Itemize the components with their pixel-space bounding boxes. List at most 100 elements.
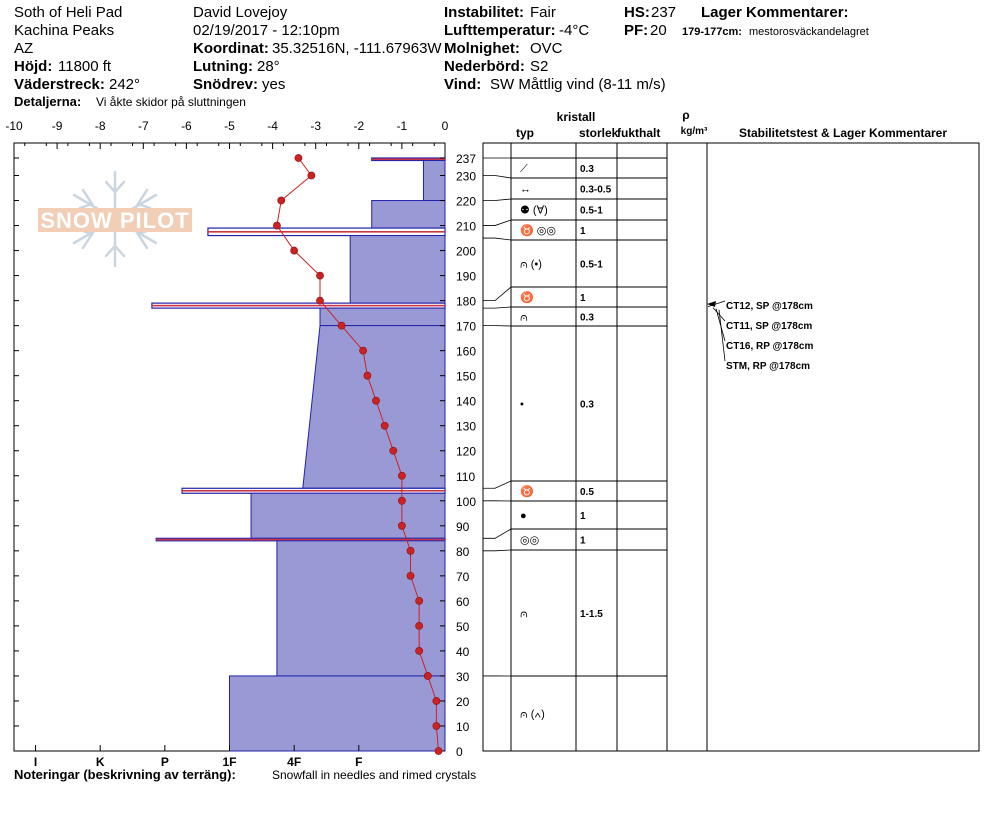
y-tick-label: 80 — [456, 545, 470, 559]
temperature-point — [423, 672, 432, 680]
coord-label: Koordinat: — [193, 40, 269, 57]
temperature-point — [307, 171, 316, 180]
elevation-label: Höjd: — [14, 58, 52, 75]
details: Vi åkte skidor på sluttningen — [96, 95, 246, 109]
grain-type: ◎◎ — [520, 535, 539, 547]
details-label: Detaljerna: — [14, 94, 81, 109]
location: Soth of Heli Pad — [14, 4, 122, 21]
hs: 237 — [651, 4, 676, 21]
state: AZ — [14, 40, 33, 57]
y-tick-label: 190 — [456, 270, 476, 284]
wind: SW Måttlig vind (8-11 m/s) — [490, 76, 666, 93]
grain-type: ⩀ — [520, 608, 528, 620]
stability: Fair — [530, 4, 556, 21]
profile-chart: -10 -9 -8 -7 -6 -5 -4 -3 -2 -1 0I K P 1F 4F F0102030405… — [5, 119, 476, 769]
hardness-layer-line — [182, 489, 445, 492]
x-tick-label: -8 — [95, 119, 106, 133]
hardness-layer — [371, 200, 446, 229]
temperature-point — [380, 421, 389, 430]
temperature-point — [415, 621, 424, 630]
grain-size: 1 — [580, 226, 586, 237]
grain-type: ⩀ (•) — [520, 259, 542, 271]
y-tick-label: 200 — [456, 245, 476, 259]
layer-comment-range: 179-177cm: — [682, 26, 742, 38]
grain-size: 1 — [580, 511, 586, 522]
hardness-label: F — [355, 755, 362, 769]
wind-label: Vind: — [444, 76, 481, 93]
temperature-point — [432, 722, 441, 730]
x-tick-label: -10 — [5, 119, 23, 133]
hardness-label: K — [96, 755, 105, 769]
slope-label: Lutning: — [193, 58, 253, 75]
x-tick-label: -2 — [353, 119, 364, 133]
temperature-point — [406, 546, 415, 555]
stability-test: STM, RP @178cm — [726, 361, 810, 372]
x-tick-label: -3 — [310, 119, 321, 133]
x-tick-label: -7 — [138, 119, 149, 133]
grain-type: ⚉ (∀) — [520, 205, 548, 217]
grain-type: ⟋ — [520, 163, 528, 175]
temperature-point — [294, 154, 303, 162]
layer-comment-text: mestorosväckandelagret — [749, 26, 869, 38]
grain-type: ♉ — [520, 291, 534, 304]
observer: David Lovejoy — [193, 4, 288, 21]
density-unit: kg/m³ — [681, 126, 708, 137]
y-tick-label: 90 — [456, 520, 470, 534]
logo-text: SNOW PILOT — [40, 208, 189, 233]
layer-connector — [483, 286, 512, 302]
airtemp-label: Lufttemperatur: — [444, 22, 556, 39]
blowing-label: Snödrev: — [193, 76, 258, 93]
hardness-layer-line — [151, 304, 446, 307]
table-frame — [482, 142, 980, 752]
layer-connector — [483, 306, 512, 309]
y-tick-label: 70 — [456, 570, 470, 584]
y-tick-label: 100 — [456, 495, 476, 509]
grain-size: 0.5-1 — [580, 206, 603, 217]
y-tick-label: 210 — [456, 220, 476, 234]
y-tick-label: 180 — [456, 295, 476, 309]
stability-test: CT16, RP @178cm — [726, 341, 813, 352]
sky-label: Molnighet: — [444, 40, 520, 57]
stability-test: CT12, SP @178cm — [726, 301, 813, 312]
temperature-point — [273, 221, 281, 230]
layer-table: ⟋ 0.3 ↔ 0.3-0.5 ⚉ (∀) 0.5-1 ♉ ◎◎ 1 ⩀ (•) 0.5-1 ♉ 1 ⩀… — [482, 142, 980, 752]
datetime: 02/19/2017 - 12:10pm — [193, 22, 340, 39]
hardness-layer — [302, 325, 446, 489]
grain-size: 1 — [580, 536, 586, 547]
x-tick-label: -4 — [267, 119, 278, 133]
grain-size: 0.3 — [580, 313, 594, 324]
sky: OVC — [530, 40, 563, 57]
grain-type: ♉ — [520, 485, 534, 498]
y-tick-label: 50 — [456, 620, 470, 634]
layer-connector — [483, 549, 512, 552]
airtemp: -4°C — [559, 22, 589, 39]
crystal-label: kristall — [557, 110, 596, 124]
size-label: storlek — [579, 126, 619, 140]
temperature-point — [432, 697, 441, 705]
temperature-point — [372, 396, 380, 405]
grain-size: 0.3 — [580, 164, 594, 175]
layer-connector — [483, 480, 512, 489]
notes-label: Noteringar (beskrivning av terräng): — [14, 767, 236, 782]
moisture-label: fukthalt — [617, 126, 660, 140]
y-tick-label: 230 — [456, 170, 476, 184]
y-tick-label: 160 — [456, 345, 476, 359]
hardness-layer — [349, 235, 446, 304]
y-tick-label: 60 — [456, 595, 470, 609]
layer-connector — [483, 237, 512, 241]
temperature-point — [363, 371, 372, 380]
layer-connector — [483, 175, 512, 179]
table-header: kristall typ storlek fukthalt ρ kg/m³ St… — [516, 108, 947, 140]
temperature-point — [397, 521, 406, 530]
y-tick-label: 110 — [456, 470, 475, 484]
hardness-layer-line — [207, 231, 445, 233]
grain-size: 0.3 — [580, 400, 594, 411]
y-tick-label: 237 — [456, 152, 476, 166]
grain-size: 0.3-0.5 — [580, 185, 612, 196]
pf: 20 — [650, 22, 667, 39]
elevation: 11800 ft — [58, 58, 112, 75]
grain-type: ⩀ (∧) — [520, 709, 545, 721]
grain-type: ♉ ◎◎ — [520, 224, 556, 237]
temperature-point — [415, 596, 424, 605]
